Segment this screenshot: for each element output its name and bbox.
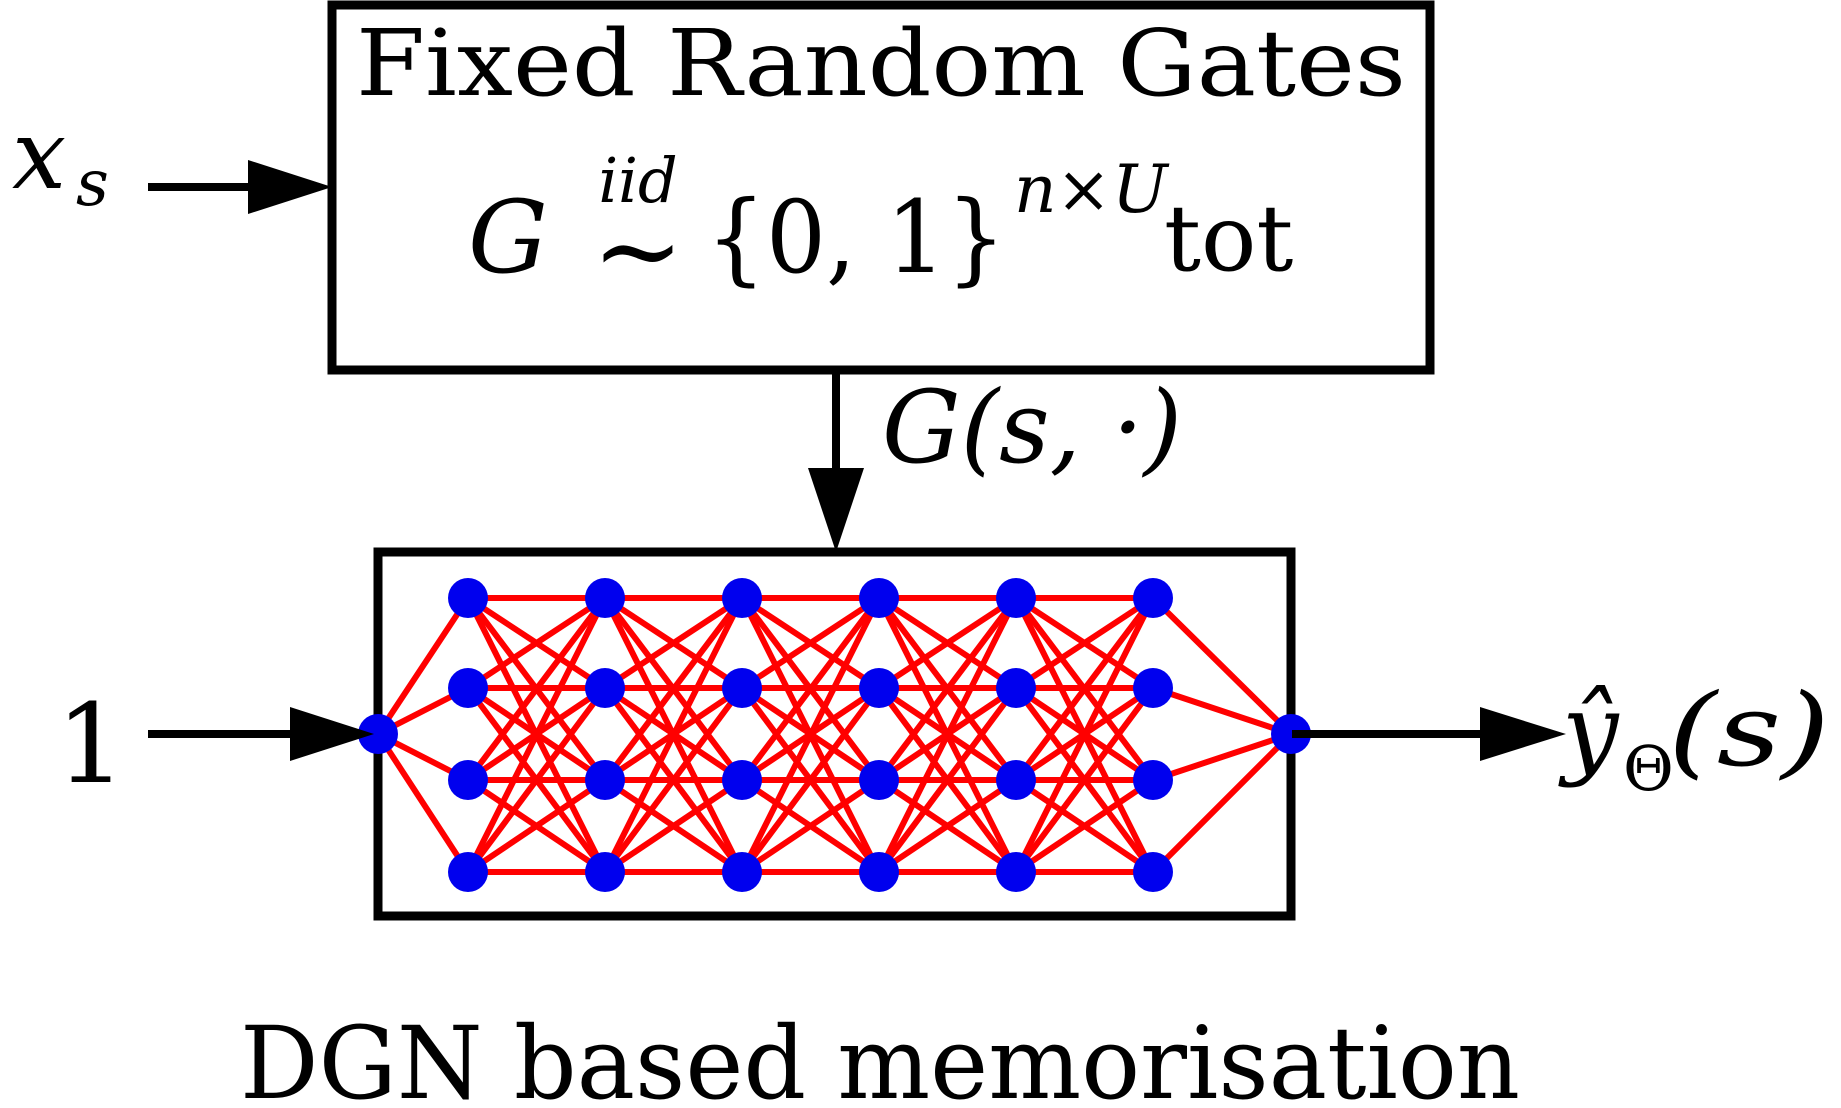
network-node-hidden xyxy=(1133,578,1173,618)
network-edge xyxy=(602,596,745,874)
network-node-hidden xyxy=(996,578,1036,618)
network-node-output xyxy=(1271,714,1311,754)
network-node-hidden xyxy=(1133,852,1173,892)
formula-exp-u: U xyxy=(1112,151,1170,228)
network-node-hidden xyxy=(996,852,1036,892)
network-edge xyxy=(465,596,608,782)
network-edge xyxy=(1152,731,1292,783)
gates-box xyxy=(327,0,1435,375)
formula-exp-tot: tot xyxy=(1164,185,1293,292)
formula-set: {0, 1} xyxy=(706,179,1006,296)
network-node-hidden xyxy=(585,668,625,708)
network-node-hidden xyxy=(722,668,762,708)
network-node-hidden xyxy=(996,760,1036,800)
network-edge xyxy=(1014,777,1155,875)
network-edge xyxy=(876,596,1019,874)
formula-g: G xyxy=(468,179,548,296)
network-edge xyxy=(1150,731,1294,875)
network-node-hidden xyxy=(859,668,899,708)
network-edge xyxy=(375,732,471,874)
network-node-hidden xyxy=(722,852,762,892)
formula-exp-n: n xyxy=(1014,151,1057,228)
gate-signal-arrow xyxy=(808,370,864,552)
network-edge xyxy=(877,777,1018,875)
network-nodes xyxy=(358,578,1311,892)
network-edge xyxy=(1150,595,1294,737)
network-node-hidden xyxy=(585,760,625,800)
network-edge xyxy=(603,595,744,691)
network-edge xyxy=(602,596,745,782)
network-edge xyxy=(1014,595,1155,691)
network-node-hidden xyxy=(722,578,762,618)
network-edge xyxy=(465,596,608,874)
network-node-hidden xyxy=(859,578,899,618)
network-node-hidden xyxy=(585,852,625,892)
input-top-label: x s xyxy=(12,99,109,221)
network-node-hidden xyxy=(1133,668,1173,708)
input-left-arrow xyxy=(148,707,374,761)
network-node-hidden xyxy=(448,668,488,708)
gates-box-title: Fixed Random Gates xyxy=(356,10,1406,117)
network-edge xyxy=(465,686,608,874)
network-node-hidden xyxy=(722,760,762,800)
gate-signal-label: G(s, ·) xyxy=(882,369,1182,486)
network-node-hidden xyxy=(448,852,488,892)
network-edge xyxy=(1152,685,1292,737)
output-label: ŷ Θ (s) xyxy=(1558,672,1830,805)
gates-formula: G iid ~ {0, 1} n × U tot xyxy=(468,144,1293,314)
input-top-var: x xyxy=(12,99,66,211)
network-node-hidden xyxy=(859,760,899,800)
network-edge xyxy=(466,777,607,875)
network-node-hidden xyxy=(1133,760,1173,800)
network-edge xyxy=(1013,686,1156,874)
network-edges xyxy=(375,595,1294,875)
network-node-hidden xyxy=(448,578,488,618)
output-arg: (s) xyxy=(1668,672,1830,789)
caption: DGN based memorisation xyxy=(240,1005,1520,1108)
network-node-hidden xyxy=(585,578,625,618)
network-edge xyxy=(1013,596,1156,782)
input-top-arrow xyxy=(148,160,332,214)
network-edge xyxy=(375,596,471,736)
network-edge xyxy=(739,596,882,782)
network-edge xyxy=(466,595,607,691)
network-node-hidden xyxy=(448,760,488,800)
output-var: ŷ xyxy=(1558,672,1620,789)
network-edge xyxy=(876,686,1019,874)
network-edge xyxy=(602,686,745,874)
formula-iid: iid xyxy=(598,144,677,217)
network-node-input xyxy=(358,714,398,754)
input-top-sub: s xyxy=(76,147,109,221)
network-edge xyxy=(740,595,881,691)
network-edge xyxy=(1013,596,1156,874)
formula-exp-times: × xyxy=(1056,151,1111,228)
network-edge xyxy=(739,596,882,874)
network-edge xyxy=(876,596,1019,782)
network-edge xyxy=(877,595,1018,691)
network-edge xyxy=(740,777,881,875)
output-sub: Θ xyxy=(1623,732,1674,805)
input-left-label: 1 xyxy=(56,680,126,808)
network-edge xyxy=(739,686,882,874)
network-node-hidden xyxy=(996,668,1036,708)
network-edge xyxy=(603,777,744,875)
output-arrow xyxy=(1292,707,1566,761)
network-node-hidden xyxy=(859,852,899,892)
formula-tilde: ~ xyxy=(592,186,684,314)
